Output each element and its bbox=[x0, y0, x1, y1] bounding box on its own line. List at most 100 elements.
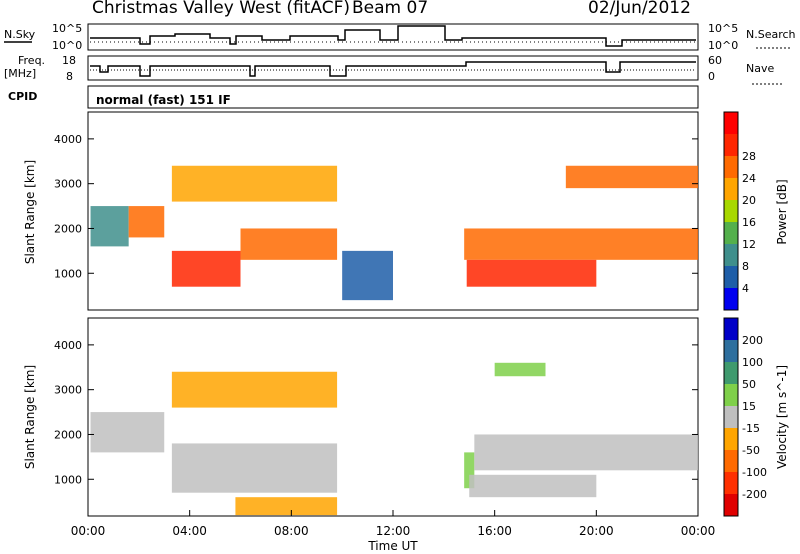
nsearch-top-tick: 10^5 bbox=[708, 22, 738, 35]
velocity-colorbar: 200 100 50 15 -15 -50 -100 -200 bbox=[723, 317, 767, 517]
power-colorbar: 4 8 12 16 20 24 28 bbox=[723, 111, 756, 311]
velocity-yticks: 1000 2000 3000 4000 bbox=[54, 339, 698, 486]
power-colorbar-swatch-7 bbox=[724, 134, 738, 156]
velocity-colorbar-tick-2: 50 bbox=[742, 378, 756, 391]
velocity-colorbar-swatch-0 bbox=[724, 318, 738, 340]
power-colorbar-swatch-4 bbox=[724, 200, 738, 222]
noise-strip: N.Sky 10^5 10^0 10^5 10^0 N.Search bbox=[4, 22, 796, 52]
power-band-1 bbox=[128, 206, 165, 238]
velocity-colorbar-tick-4: -15 bbox=[742, 422, 760, 435]
freq-strip: Freq. [MHz] 18 8 60 0 Nave bbox=[4, 54, 782, 85]
velocity-colorbar-tick-0: 200 bbox=[742, 334, 763, 347]
velocity-band-5 bbox=[474, 434, 698, 471]
freq-strip-frame bbox=[87, 55, 699, 81]
xtick-label-3: 12:00 bbox=[376, 524, 411, 538]
power-colorbar-tick-6: 28 bbox=[742, 150, 756, 163]
velocity-colorbar-swatch-5 bbox=[724, 428, 738, 450]
nsky-trace bbox=[90, 25, 696, 47]
velocity-band-6 bbox=[469, 474, 597, 498]
velocity-colorbar-frame bbox=[723, 317, 739, 517]
nave-label: Nave bbox=[746, 62, 774, 75]
freq-label: Freq. bbox=[18, 54, 45, 67]
freq-top-tick: 18 bbox=[62, 54, 76, 67]
nave-top-tick: 60 bbox=[708, 54, 722, 67]
power-band-8 bbox=[565, 165, 698, 189]
power-colorbar-tick-5: 24 bbox=[742, 172, 756, 185]
power-colorbar-swatch-6 bbox=[724, 156, 738, 178]
power-colorbar-swatch-2 bbox=[724, 244, 738, 266]
velocity-colorbar-tick-3: 15 bbox=[742, 400, 756, 413]
power-band-3 bbox=[240, 228, 338, 260]
nsky-top-tick: 10^5 bbox=[52, 22, 82, 35]
power-ytick-label-2: 3000 bbox=[54, 178, 82, 191]
power-panel: 1000 2000 3000 4000 Slant Range [km] 4 8 12 16… bbox=[23, 111, 789, 311]
xaxis-title: Time UT bbox=[367, 539, 418, 553]
velocity-band-4 bbox=[464, 452, 475, 489]
velocity-ytick-label-3: 4000 bbox=[54, 339, 82, 352]
power-colorbar-swatch-0 bbox=[724, 288, 738, 310]
noise-strip-frame bbox=[87, 23, 699, 51]
cpid-value: normal (fast) 151 IF bbox=[96, 93, 231, 107]
xtick-label-5: 20:00 bbox=[579, 524, 614, 538]
freq-unit: [MHz] bbox=[4, 67, 36, 80]
velocity-colorbar-swatch-4 bbox=[724, 406, 738, 428]
power-bands bbox=[90, 165, 698, 301]
power-band-7 bbox=[466, 259, 597, 287]
power-band-4 bbox=[171, 165, 338, 202]
power-colorbar-swatch-5 bbox=[724, 178, 738, 200]
power-colorbar-frame bbox=[723, 111, 739, 311]
power-colorbar-swatch-3 bbox=[724, 222, 738, 244]
cpid-label: CPID bbox=[8, 90, 37, 103]
time-axis: 00:00 04:00 08:00 12:00 16:00 20:00 00:00 bbox=[71, 510, 716, 538]
velocity-band-2 bbox=[235, 497, 338, 516]
xtick-label-0: 00:00 bbox=[71, 524, 106, 538]
date-title: 02/Jun/2012 bbox=[588, 0, 691, 18]
velocity-colorbar-tick-7: -200 bbox=[742, 488, 767, 501]
freq-bottom-tick: 8 bbox=[66, 70, 73, 83]
velocity-band-3 bbox=[171, 371, 338, 408]
power-colorbar-tick-0: 4 bbox=[742, 282, 749, 295]
velocity-colorbar-swatch-8 bbox=[724, 494, 738, 516]
freq-trace bbox=[90, 61, 696, 77]
power-band-2 bbox=[171, 250, 241, 287]
xtick-label-2: 08:00 bbox=[274, 524, 309, 538]
nave-bottom-tick: 0 bbox=[708, 70, 715, 83]
power-ytick-label-0: 1000 bbox=[54, 267, 82, 280]
power-band-0 bbox=[90, 206, 129, 247]
velocity-ytick-label-2: 3000 bbox=[54, 384, 82, 397]
power-band-5 bbox=[342, 250, 393, 301]
power-colorbar-tick-3: 16 bbox=[742, 216, 756, 229]
velocity-colorbar-swatch-3 bbox=[724, 384, 738, 406]
power-colorbar-swatch-8 bbox=[724, 112, 738, 134]
nsky-bottom-tick: 10^0 bbox=[52, 39, 82, 52]
velocity-band-7 bbox=[494, 362, 546, 377]
velocity-colorbar-tick-1: 100 bbox=[742, 356, 763, 369]
nsky-label: N.Sky bbox=[4, 28, 36, 41]
power-ytick-label-3: 4000 bbox=[54, 133, 82, 146]
velocity-band-0 bbox=[90, 412, 165, 453]
cpid-strip: CPID normal (fast) 151 IF bbox=[8, 85, 699, 109]
power-colorbar-swatch-1 bbox=[724, 266, 738, 288]
station-title: Christmas Valley West (fitACF) bbox=[92, 0, 351, 18]
nsearch-label: N.Search bbox=[746, 28, 796, 41]
velocity-colorbar-label: Velocity [m s^-1] bbox=[775, 365, 789, 469]
power-colorbar-tick-4: 20 bbox=[742, 194, 756, 207]
xtick-label-6: 00:00 bbox=[681, 524, 716, 538]
velocity-colorbar-swatch-1 bbox=[724, 340, 738, 362]
velocity-ytick-label-0: 1000 bbox=[54, 473, 82, 486]
nsearch-bottom-tick: 10^0 bbox=[708, 39, 738, 52]
xtick-label-1: 04:00 bbox=[172, 524, 207, 538]
velocity-colorbar-swatch-6 bbox=[724, 450, 738, 472]
velocity-colorbar-swatch-2 bbox=[724, 362, 738, 384]
cpid-strip-frame bbox=[87, 85, 699, 109]
velocity-bands bbox=[90, 362, 698, 516]
power-ytick-label-1: 2000 bbox=[54, 222, 82, 235]
xtick-label-4: 16:00 bbox=[477, 524, 512, 538]
velocity-band-1 bbox=[171, 443, 338, 493]
velocity-colorbar-tick-5: -50 bbox=[742, 444, 760, 457]
beam-title: Beam 07 bbox=[352, 0, 429, 18]
velocity-colorbar-tick-6: -100 bbox=[742, 466, 767, 479]
power-colorbar-tick-1: 8 bbox=[742, 260, 749, 273]
velocity-ytick-label-1: 2000 bbox=[54, 428, 82, 441]
